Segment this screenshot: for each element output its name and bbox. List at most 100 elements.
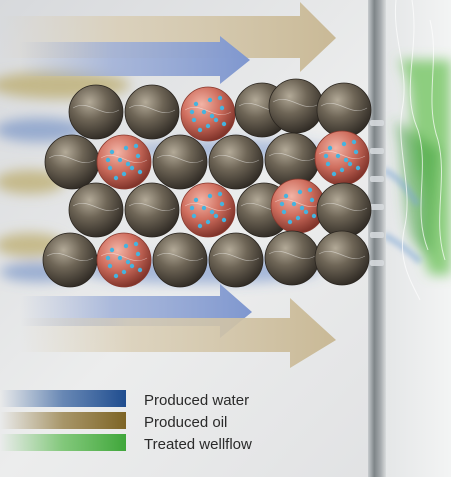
treatment-particle (113, 273, 119, 279)
legend: Produced water Produced oil Treated well… (0, 390, 252, 453)
sand-grain (124, 84, 180, 140)
treatment-particle (121, 171, 127, 177)
grain-streamline (128, 203, 176, 211)
treatment-particle (123, 145, 129, 151)
treatment-particle (129, 263, 135, 269)
flow-arrow-blue-upper (20, 36, 250, 84)
treatment-particle (197, 223, 203, 229)
treatment-particle (135, 153, 141, 159)
sand-grain (314, 230, 370, 286)
grain-streamline (100, 155, 148, 163)
treatment-particle (207, 193, 213, 199)
treatment-particle (137, 169, 143, 175)
treatment-particle (291, 201, 297, 207)
treatment-particle (221, 121, 227, 127)
treatment-particle (331, 171, 337, 177)
treatment-particle (105, 157, 111, 163)
flow-arrows (0, 2, 336, 368)
sand-grain (124, 182, 180, 238)
treatment-particle (279, 201, 285, 207)
treatment-particle (125, 161, 131, 167)
grain-streamline (48, 155, 96, 163)
treatment-particle (347, 161, 353, 167)
treatment-particle (121, 269, 127, 275)
grain-streamline (320, 203, 368, 211)
treatment-particle (335, 153, 341, 159)
grain-streamline (318, 151, 366, 159)
sand-grain (208, 134, 264, 190)
treatment-particle (217, 191, 223, 197)
grain-streamline (46, 253, 94, 261)
treatment-particle (109, 247, 115, 253)
treated-wellflow-plume (395, 60, 451, 275)
treatment-particle (123, 243, 129, 249)
grain-streamline (72, 105, 120, 113)
treatment-particle (287, 219, 293, 225)
grain-streamline (318, 251, 366, 259)
grain-streamline (272, 99, 320, 107)
grain-streamline (212, 155, 260, 163)
legend-swatch-water (0, 390, 126, 407)
treatment-particle (281, 209, 287, 215)
treatment-particle (109, 149, 115, 155)
treatment-particle (205, 123, 211, 129)
treatment-particle (207, 97, 213, 103)
sand-grain (152, 134, 208, 190)
treatment-particle (191, 117, 197, 123)
treatment-particle (221, 217, 227, 223)
wall-perforations (370, 120, 384, 266)
grain-streamline (268, 153, 316, 161)
treatment-particle (323, 153, 329, 159)
sand-grains (42, 78, 372, 288)
treatment-particle (343, 157, 349, 163)
treatment-particle (133, 241, 139, 247)
treatment-particle (341, 141, 347, 147)
treatment-particle (117, 157, 123, 163)
grain-streamline (212, 253, 260, 261)
treatment-particle (201, 205, 207, 211)
legend-label-treated: Treated wellflow (144, 436, 252, 453)
treatment-particle (205, 219, 211, 225)
streamlines-right (394, 0, 446, 301)
treatment-particle (129, 165, 135, 171)
treatment-particle (327, 145, 333, 151)
treatment-particle (191, 213, 197, 219)
treatment-particle (309, 197, 315, 203)
treatment-particle (125, 259, 131, 265)
treatment-particle (135, 251, 141, 257)
grain-streamline (320, 103, 368, 111)
treatment-particle (299, 205, 305, 211)
grain-streamline (156, 155, 204, 163)
treatment-particle (193, 197, 199, 203)
treatment-particle (107, 263, 113, 269)
sand-grain (208, 232, 264, 288)
pipe-wall (368, 0, 386, 477)
flow-arrow-bottom (20, 298, 336, 368)
treatment-particle (107, 165, 113, 171)
sand-grain (68, 182, 124, 238)
treatment-particle (189, 109, 195, 115)
treatment-particle (297, 189, 303, 195)
treatment-particle (105, 255, 111, 261)
treatment-particle (201, 109, 207, 115)
grain-streamline (100, 253, 148, 261)
treatment-particle (219, 105, 225, 111)
sand-grain (68, 84, 124, 140)
grain-streamline (156, 253, 204, 261)
treatment-particle (325, 161, 331, 167)
treatment-particle (133, 143, 139, 149)
grain-streamline (184, 107, 232, 115)
treatment-particle (193, 101, 199, 107)
treatment-particle (113, 175, 119, 181)
treatment-particle (303, 209, 309, 215)
water-streaks-right (382, 167, 423, 265)
treatment-particle (353, 149, 359, 155)
grain-streamline (274, 199, 322, 207)
sand-grain (152, 232, 208, 288)
treatment-particle (217, 95, 223, 101)
grain-streamline (268, 251, 316, 259)
legend-label-water: Produced water (144, 392, 249, 409)
treatment-particle (137, 267, 143, 273)
